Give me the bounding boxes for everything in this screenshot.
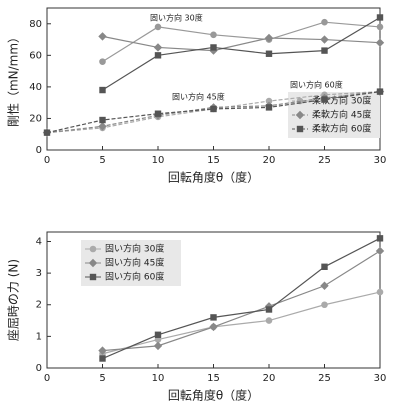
y-axis-label: 座屈時の力 (N) bbox=[6, 259, 21, 341]
point bbox=[265, 50, 273, 57]
point bbox=[321, 263, 328, 270]
y-axis-label: 剛性（mN/mm） bbox=[7, 31, 21, 127]
point bbox=[376, 23, 384, 31]
point bbox=[264, 33, 274, 43]
x-tick-label: 0 bbox=[44, 155, 50, 166]
point bbox=[376, 235, 384, 242]
y-tick-label: 40 bbox=[29, 82, 42, 93]
x-tick-label: 10 bbox=[152, 155, 165, 166]
point bbox=[99, 86, 106, 94]
point bbox=[99, 58, 106, 65]
legend-marker bbox=[296, 125, 304, 133]
legend-label: 柔軟方向 45度 bbox=[312, 109, 371, 121]
x-tick-label: 0 bbox=[44, 373, 50, 384]
x-tick-label: 25 bbox=[318, 155, 331, 166]
y-tick-label: 80 bbox=[29, 19, 42, 30]
series-line bbox=[102, 21, 381, 63]
series-line bbox=[102, 16, 381, 91]
point bbox=[153, 341, 163, 351]
point bbox=[376, 288, 384, 296]
legend-label: 固い方向 30度 bbox=[105, 243, 164, 255]
point bbox=[376, 88, 384, 95]
x-tick-label: 20 bbox=[263, 373, 276, 384]
legend-marker bbox=[89, 273, 97, 281]
point bbox=[321, 96, 328, 103]
point bbox=[210, 105, 217, 113]
series-line bbox=[102, 237, 381, 360]
legend-marker bbox=[88, 258, 98, 268]
series-annotation: 固い方向 45度 bbox=[172, 92, 225, 102]
y-tick-label: 2 bbox=[36, 300, 42, 311]
point bbox=[265, 317, 273, 324]
point bbox=[210, 44, 217, 51]
point bbox=[153, 43, 163, 52]
point bbox=[321, 18, 328, 26]
point bbox=[320, 281, 329, 290]
point bbox=[210, 314, 217, 321]
y-tick-label: 20 bbox=[29, 113, 42, 124]
point bbox=[43, 129, 51, 136]
legend-label: 固い方向 45度 bbox=[105, 257, 164, 269]
series-annotation: 固い方向 30度 bbox=[150, 13, 203, 23]
y-tick-label: 3 bbox=[36, 268, 42, 279]
x-tick-label: 20 bbox=[263, 155, 276, 166]
y-tick-label: 1 bbox=[36, 331, 42, 342]
point bbox=[99, 116, 106, 124]
x-tick-label: 15 bbox=[207, 155, 220, 166]
legend-label: 固い方向 60度 bbox=[105, 271, 164, 283]
legend-label: 柔軟方向 60度 bbox=[312, 123, 371, 135]
series-annotation: 固い方向 60度 bbox=[290, 80, 343, 90]
point bbox=[98, 32, 107, 41]
x-tick-label: 5 bbox=[99, 373, 105, 384]
point bbox=[320, 35, 329, 44]
point bbox=[375, 38, 385, 47]
point bbox=[321, 301, 328, 309]
x-tick-label: 25 bbox=[318, 373, 331, 384]
point bbox=[210, 31, 217, 39]
x-axis-label: 回転角度θ（度） bbox=[168, 388, 259, 403]
y-tick-label: 0 bbox=[36, 363, 42, 374]
point bbox=[154, 110, 162, 117]
x-axis-label: 回転角度θ（度） bbox=[168, 170, 259, 185]
legend-marker bbox=[295, 110, 305, 120]
point bbox=[375, 246, 385, 256]
series-line bbox=[102, 250, 381, 352]
x-tick-label: 15 bbox=[207, 373, 220, 384]
point bbox=[321, 47, 328, 54]
point bbox=[209, 322, 218, 332]
legend-marker bbox=[89, 245, 97, 253]
x-tick-label: 10 bbox=[152, 373, 165, 384]
y-tick-label: 60 bbox=[29, 50, 42, 61]
series-line bbox=[102, 35, 381, 52]
point bbox=[99, 355, 106, 362]
x-tick-label: 30 bbox=[374, 373, 387, 384]
point bbox=[98, 346, 107, 355]
point bbox=[265, 104, 273, 111]
x-tick-label: 30 bbox=[374, 155, 387, 166]
point bbox=[376, 14, 384, 21]
point bbox=[98, 122, 107, 131]
x-tick-label: 5 bbox=[99, 155, 105, 166]
point bbox=[154, 331, 162, 338]
point bbox=[154, 52, 162, 59]
y-tick-label: 4 bbox=[36, 236, 42, 247]
point bbox=[265, 306, 273, 313]
point bbox=[154, 23, 162, 31]
y-tick-label: 0 bbox=[36, 145, 42, 156]
series-line bbox=[102, 291, 381, 355]
